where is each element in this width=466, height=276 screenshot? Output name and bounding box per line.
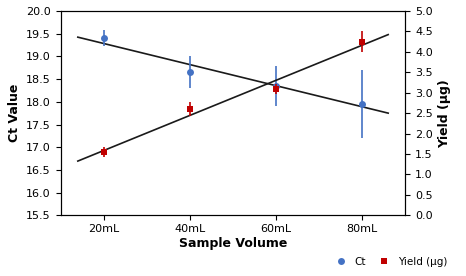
- Legend: Ct, Yield (µg): Ct, Yield (µg): [326, 253, 452, 271]
- X-axis label: Sample Volume: Sample Volume: [179, 237, 287, 250]
- Y-axis label: Yield (µg): Yield (µg): [439, 79, 452, 148]
- Y-axis label: Ct Value: Ct Value: [7, 84, 21, 142]
